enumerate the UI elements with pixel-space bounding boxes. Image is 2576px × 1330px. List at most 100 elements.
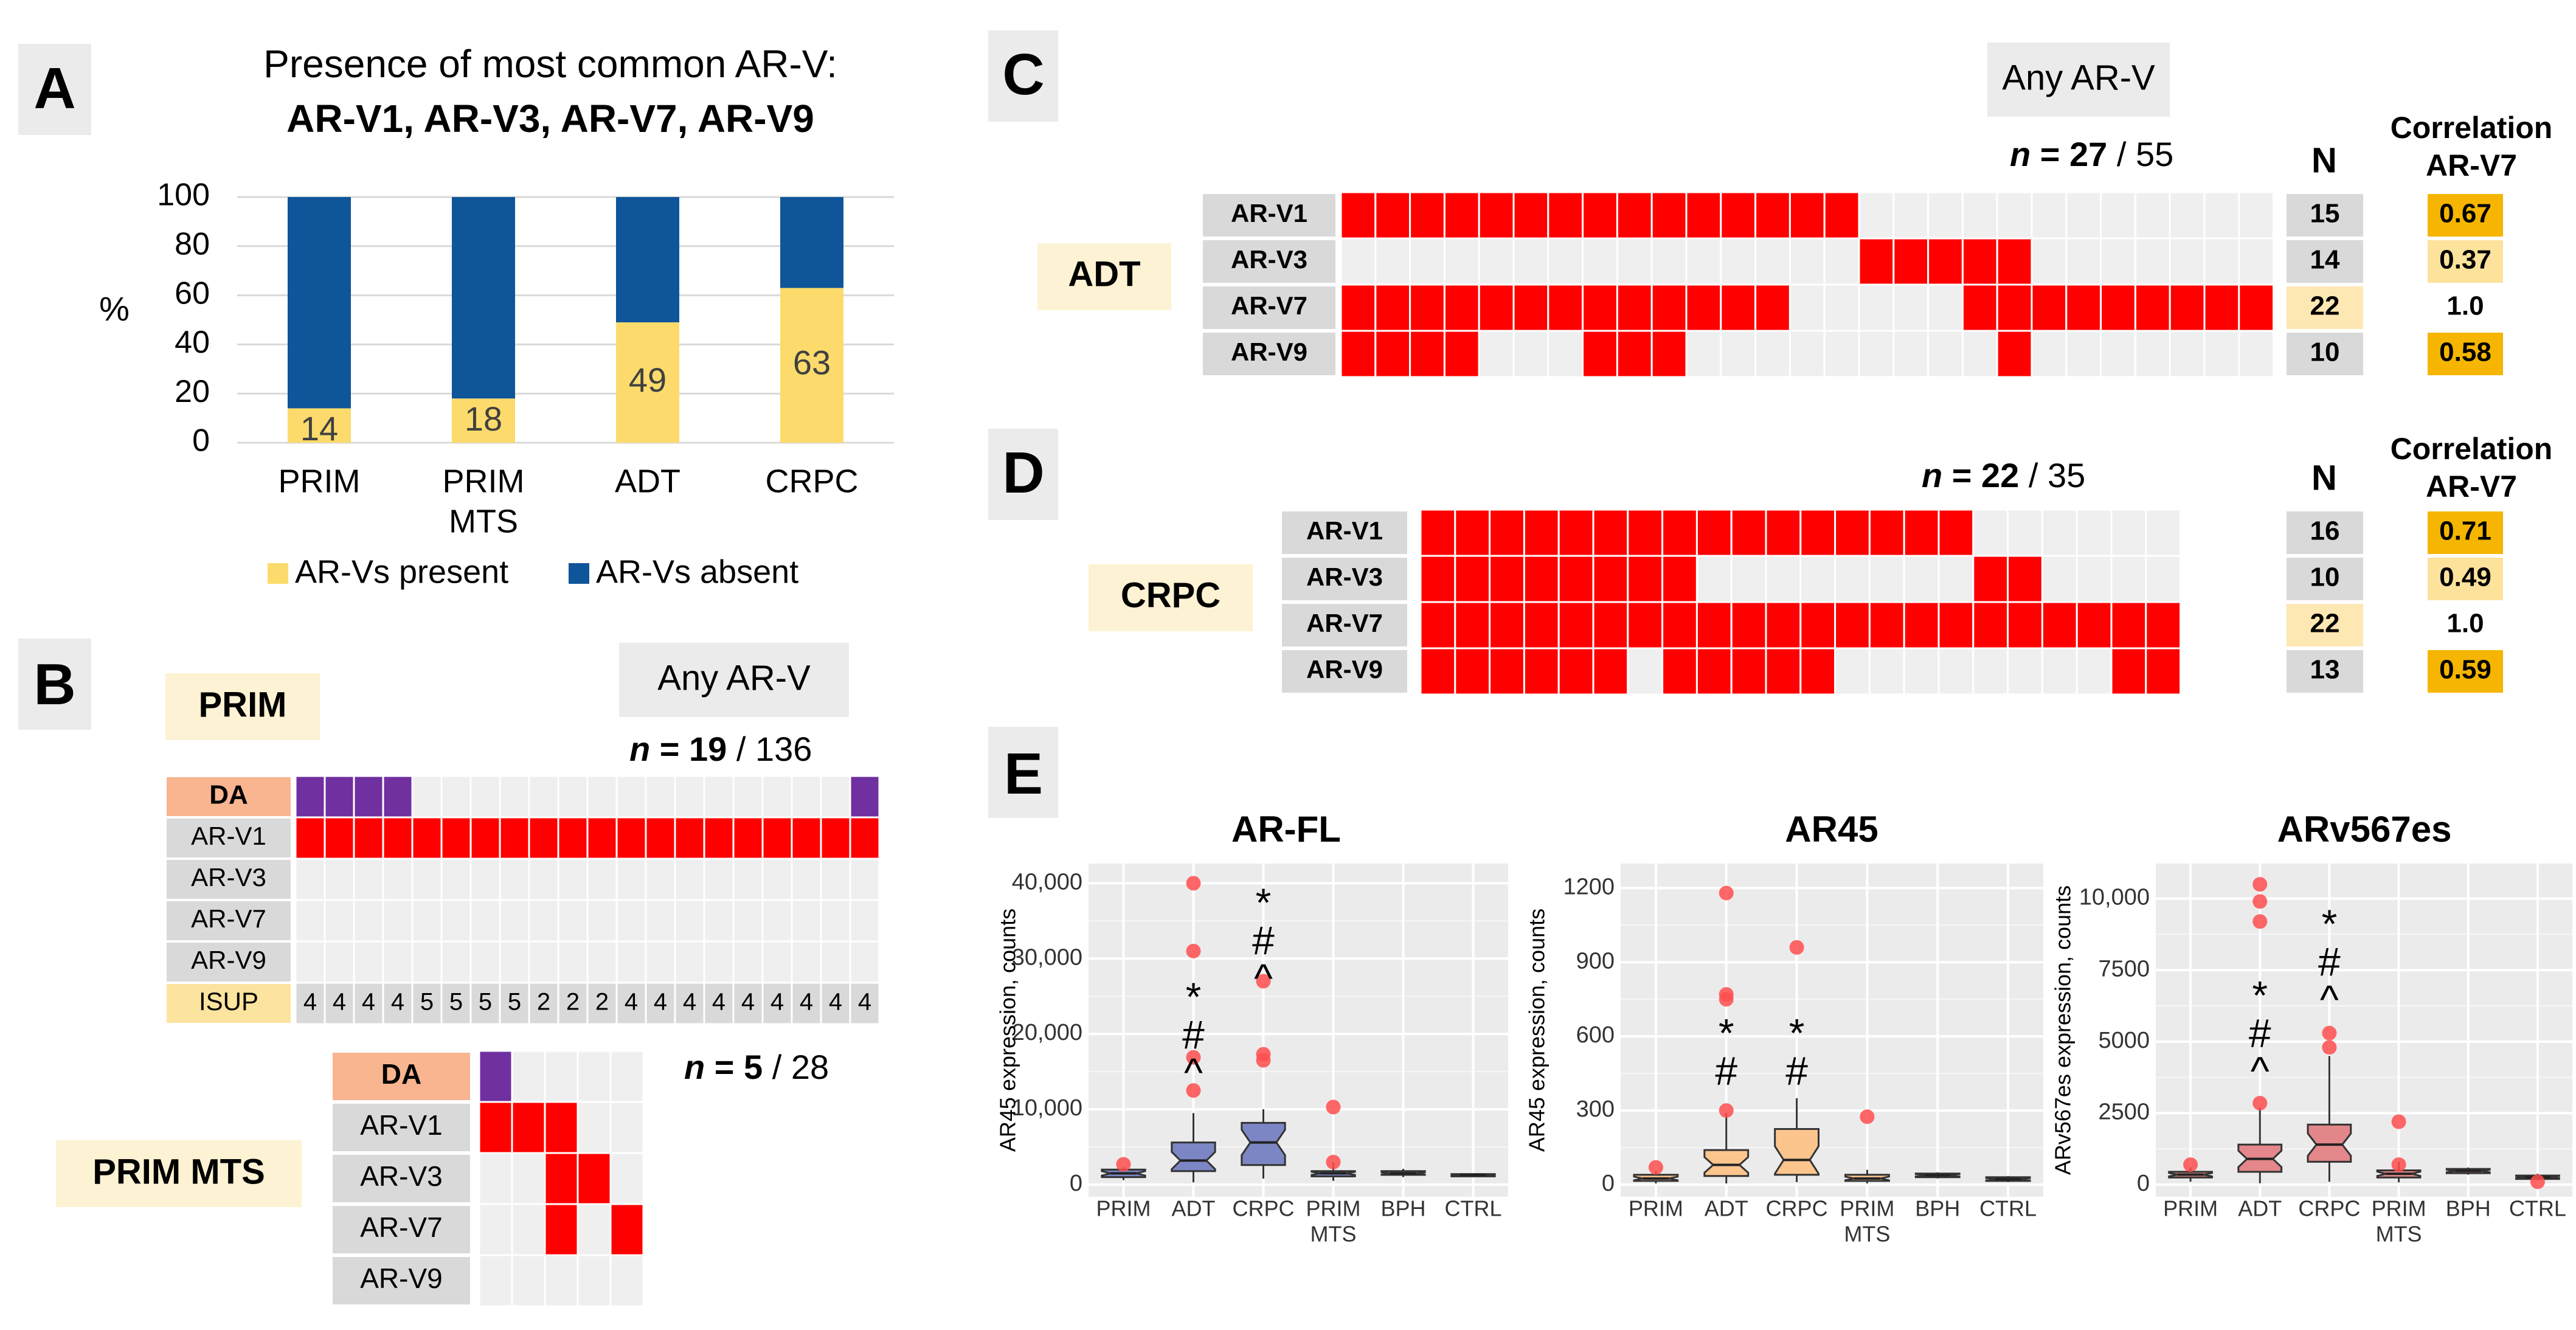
isup-value: 5	[508, 989, 521, 1016]
panel-b-prim-mts-heatmap: PRIM MTS n = 5 / 28 DA AR-V1 AR-V3 AR-V7 AR-V9	[56, 1048, 829, 1307]
heatmap-cell	[1996, 237, 2033, 286]
da-cell	[645, 775, 676, 819]
heatmap-cell	[1695, 508, 1733, 557]
n-label-total: / 55	[2107, 135, 2173, 173]
heatmap-cell	[294, 816, 326, 860]
heatmap-cell	[382, 857, 414, 901]
row-label-box	[333, 1155, 470, 1202]
panel-label-d: D	[988, 429, 1058, 520]
heatmap-cell	[703, 816, 735, 860]
heatmap-cell	[1754, 191, 1791, 240]
correlation-value: 0.58	[2439, 338, 2491, 367]
heatmap-cell	[1903, 647, 1940, 696]
y-tick-label: 20	[175, 374, 210, 409]
da-cell	[411, 775, 443, 819]
panel-label-b-text: B	[33, 652, 75, 717]
heatmap-cell	[1512, 237, 1549, 286]
heatmap-cell	[499, 940, 530, 984]
x-tick-label: PRIM	[2163, 1196, 2218, 1221]
heatmap-cell	[645, 816, 676, 860]
heatmap-cell	[1720, 191, 1757, 240]
heatmap-cell	[1340, 283, 1377, 332]
panel-label-e-text: E	[1004, 741, 1043, 806]
heatmap-cell	[1868, 508, 1905, 557]
heatmap-cell	[1582, 191, 1618, 240]
heatmap-cell	[1996, 283, 2033, 332]
bar-present	[616, 322, 679, 443]
heatmap-cell	[1478, 330, 1515, 378]
da-cell	[382, 775, 414, 819]
isup-value: 2	[595, 989, 609, 1016]
row-label: DA	[209, 780, 248, 810]
heatmap-cell	[2110, 555, 2147, 603]
heatmap-cell	[2238, 237, 2275, 286]
x-tick-label: BPH	[2446, 1196, 2491, 1221]
x-tick-label: PRIM	[1840, 1196, 1894, 1221]
heatmap-cell	[324, 940, 355, 984]
significance-mark: ^	[2251, 1048, 2270, 1093]
heatmap-cell	[1972, 647, 2009, 696]
heatmap-cell	[353, 816, 384, 860]
heatmap-cell	[586, 816, 618, 860]
heatmap-cell	[382, 816, 414, 860]
heatmap-cell	[1627, 647, 1664, 696]
heatmap-cell	[411, 899, 443, 943]
heatmap-cell	[1592, 647, 1629, 696]
heatmap-cell	[511, 1203, 546, 1256]
correlation-box	[2428, 650, 2503, 693]
heatmap-cell	[674, 816, 705, 860]
n-count-box	[2287, 286, 2363, 329]
isup-value: 4	[712, 989, 725, 1016]
tag-box	[1089, 564, 1253, 631]
heatmap-cell	[2065, 330, 2102, 378]
heatmap-cell	[1374, 191, 1411, 240]
row-label: AR-V7	[191, 904, 266, 933]
heatmap-cell	[1374, 237, 1411, 286]
heatmap-cell	[2169, 283, 2206, 332]
n-label-total: / 28	[763, 1048, 829, 1086]
heatmap-cell	[1489, 508, 1525, 557]
heatmap-cell	[1582, 330, 1618, 378]
heatmap-cell	[1730, 601, 1767, 649]
heatmap-cell	[1892, 283, 1930, 332]
heatmap-cell	[1720, 283, 1757, 332]
correlation-value: 0.67	[2439, 199, 2491, 229]
n-count: 16	[2310, 516, 2340, 546]
heatmap-cell	[1834, 647, 1871, 696]
outlier-point	[2252, 877, 2268, 892]
header-label: Any AR-V	[657, 658, 811, 698]
row-label: AR-V3	[1306, 563, 1383, 591]
heatmap-cell	[528, 816, 559, 860]
row-label: AR-V9	[1306, 655, 1383, 684]
heatmap-cell	[1547, 283, 1584, 332]
da-cell	[615, 775, 647, 819]
heatmap-cell	[1868, 555, 1905, 603]
heatmap-cell	[1661, 647, 1698, 696]
heatmap-cell	[1409, 283, 1446, 332]
da-cell	[499, 775, 530, 819]
outlier-point	[1256, 974, 1271, 989]
n-count: 10	[2310, 338, 2340, 367]
heatmap-cell	[544, 1254, 579, 1307]
header-box	[1987, 43, 2170, 117]
panel-label-e: E	[988, 727, 1058, 818]
heatmap-cell	[576, 1254, 612, 1307]
heatmap-cell	[382, 940, 414, 984]
isup-cell	[761, 982, 793, 1025]
heatmap-cell	[1730, 555, 1767, 603]
heatmap-cell	[1409, 191, 1446, 240]
isup-value: 5	[420, 989, 434, 1016]
da-cell	[511, 1050, 546, 1103]
heatmap-cell	[411, 857, 443, 901]
isup-cell	[732, 982, 764, 1025]
bar-present	[288, 408, 351, 443]
header-label: Any AR-V	[2002, 58, 2155, 97]
heatmap-cell	[1443, 330, 1480, 378]
correlation-box	[2428, 333, 2503, 375]
outlier-point	[1186, 1050, 1201, 1065]
da-cell	[469, 775, 501, 819]
n-label-eq: = 5	[705, 1048, 763, 1086]
heatmap-cell	[1799, 601, 1837, 649]
